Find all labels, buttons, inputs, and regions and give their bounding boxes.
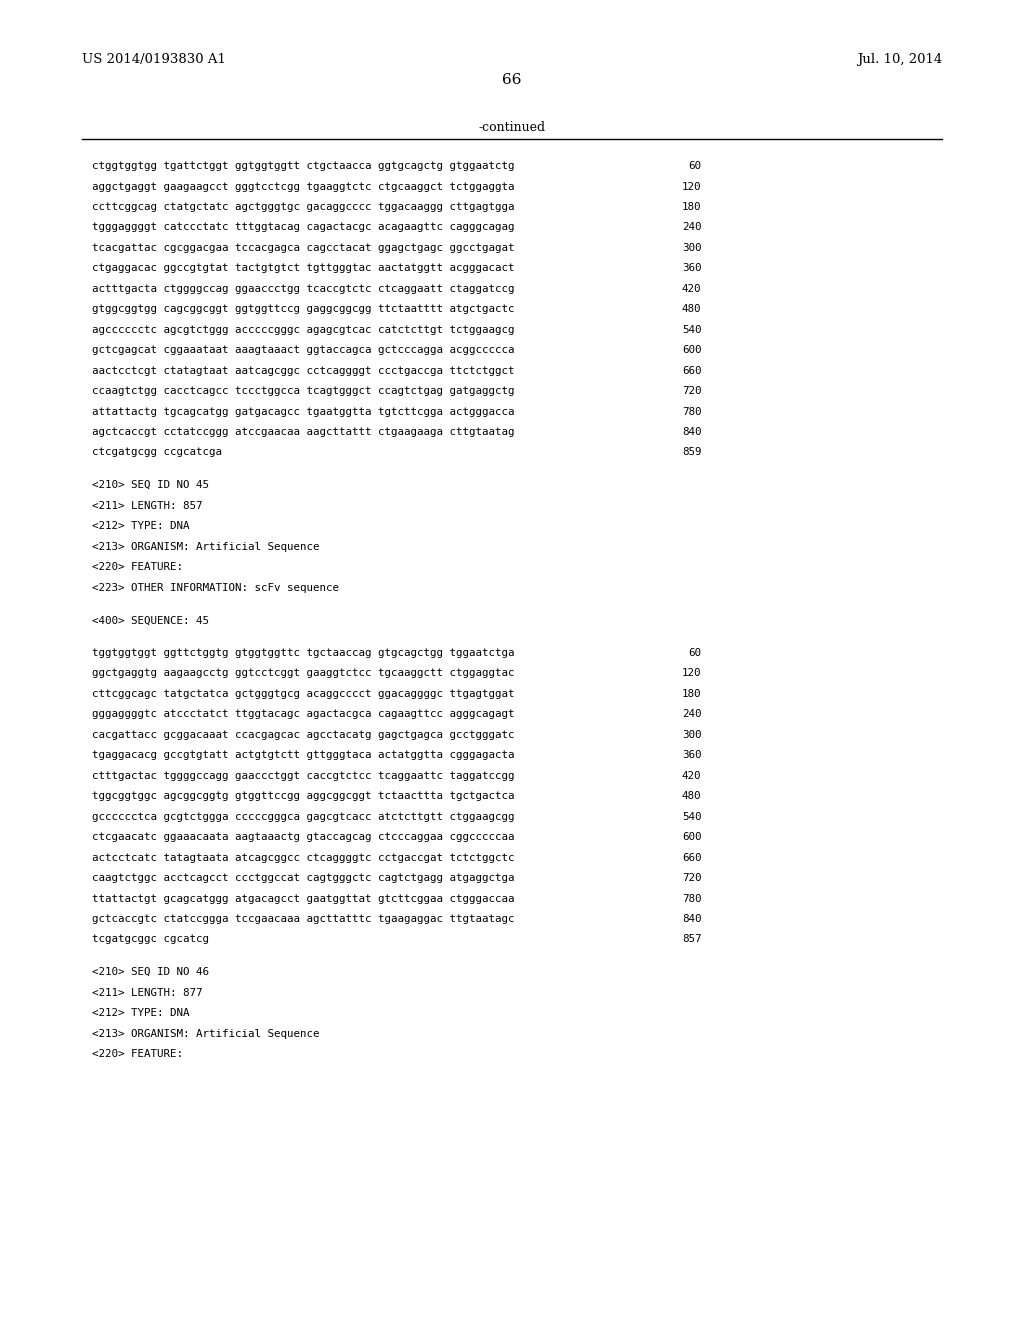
Text: 780: 780	[682, 894, 701, 903]
Text: <213> ORGANISM: Artificial Sequence: <213> ORGANISM: Artificial Sequence	[92, 1028, 319, 1039]
Text: gctcaccgtc ctatccggga tccgaacaaa agcttatttc tgaagaggac ttgtaatagc: gctcaccgtc ctatccggga tccgaacaaa agcttat…	[92, 913, 515, 924]
Text: 360: 360	[682, 263, 701, 273]
Text: <220> FEATURE:: <220> FEATURE:	[92, 562, 183, 572]
Text: <213> ORGANISM: Artificial Sequence: <213> ORGANISM: Artificial Sequence	[92, 541, 319, 552]
Text: ccttcggcag ctatgctatc agctgggtgc gacaggcccc tggacaaggg cttgagtgga: ccttcggcag ctatgctatc agctgggtgc gacaggc…	[92, 202, 515, 213]
Text: tggcggtggc agcggcggtg gtggttccgg aggcggcggt tctaacttta tgctgactca: tggcggtggc agcggcggtg gtggttccgg aggcggc…	[92, 791, 515, 801]
Text: 180: 180	[682, 202, 701, 213]
Text: tgggaggggt catccctatc tttggtacag cagactacgc acagaagttc cagggcagag: tgggaggggt catccctatc tttggtacag cagacta…	[92, 222, 515, 232]
Text: aggctgaggt gaagaagcct gggtcctcgg tgaaggtctc ctgcaaggct tctggaggta: aggctgaggt gaagaagcct gggtcctcgg tgaaggt…	[92, 181, 515, 191]
Text: ctcgaacatc ggaaacaata aagtaaactg gtaccagcag ctcccaggaa cggcccccaa: ctcgaacatc ggaaacaata aagtaaactg gtaccag…	[92, 832, 515, 842]
Text: 180: 180	[682, 689, 701, 698]
Text: <223> OTHER INFORMATION: scFv sequence: <223> OTHER INFORMATION: scFv sequence	[92, 582, 339, 593]
Text: actttgacta ctggggccag ggaaccctgg tcaccgtctc ctcaggaatt ctaggatccg: actttgacta ctggggccag ggaaccctgg tcaccgt…	[92, 284, 515, 294]
Text: <211> LENGTH: 857: <211> LENGTH: 857	[92, 500, 203, 511]
Text: gctcgagcat cggaaataat aaagtaaact ggtaccagca gctcccagga acggccccca: gctcgagcat cggaaataat aaagtaaact ggtacca…	[92, 345, 515, 355]
Text: 660: 660	[682, 366, 701, 376]
Text: 780: 780	[682, 407, 701, 417]
Text: tcgatgcggc cgcatcg: tcgatgcggc cgcatcg	[92, 935, 209, 944]
Text: 60: 60	[688, 161, 701, 172]
Text: 600: 600	[682, 832, 701, 842]
Text: ctggtggtgg tgattctggt ggtggtggtt ctgctaacca ggtgcagctg gtggaatctg: ctggtggtgg tgattctggt ggtggtggtt ctgctaa…	[92, 161, 515, 172]
Text: ctcgatgcgg ccgcatcga: ctcgatgcgg ccgcatcga	[92, 447, 222, 458]
Text: agcccccctc agcgtctggg acccccgggc agagcgtcac catctcttgt tctggaagcg: agcccccctc agcgtctggg acccccgggc agagcgt…	[92, 325, 515, 335]
Text: gtggcggtgg cagcggcggt ggtggttccg gaggcggcgg ttctaatttt atgctgactc: gtggcggtgg cagcggcggt ggtggttccg gaggcgg…	[92, 304, 515, 314]
Text: <212> TYPE: DNA: <212> TYPE: DNA	[92, 521, 189, 531]
Text: Jul. 10, 2014: Jul. 10, 2014	[857, 53, 942, 66]
Text: gggaggggtc atccctatct ttggtacagc agactacgca cagaagttcc agggcagagt: gggaggggtc atccctatct ttggtacagc agactac…	[92, 709, 515, 719]
Text: ctttgactac tggggccagg gaaccctggt caccgtctcc tcaggaattc taggatccgg: ctttgactac tggggccagg gaaccctggt caccgtc…	[92, 771, 515, 780]
Text: 840: 840	[682, 426, 701, 437]
Text: 300: 300	[682, 243, 701, 253]
Text: tggtggtggt ggttctggtg gtggtggttc tgctaaccag gtgcagctgg tggaatctga: tggtggtggt ggttctggtg gtggtggttc tgctaac…	[92, 648, 515, 657]
Text: attattactg tgcagcatgg gatgacagcc tgaatggtta tgtcttcgga actgggacca: attattactg tgcagcatgg gatgacagcc tgaatgg…	[92, 407, 515, 417]
Text: 66: 66	[502, 73, 522, 87]
Text: -continued: -continued	[478, 121, 546, 135]
Text: actcctcatc tatagtaata atcagcggcc ctcaggggtc cctgaccgat tctctggctc: actcctcatc tatagtaata atcagcggcc ctcaggg…	[92, 853, 515, 862]
Text: 480: 480	[682, 304, 701, 314]
Text: agctcaccgt cctatccggg atccgaacaa aagcttattt ctgaagaaga cttgtaatag: agctcaccgt cctatccggg atccgaacaa aagctta…	[92, 426, 515, 437]
Text: 300: 300	[682, 730, 701, 739]
Text: <210> SEQ ID NO 45: <210> SEQ ID NO 45	[92, 480, 209, 490]
Text: 840: 840	[682, 913, 701, 924]
Text: cacgattacc gcggacaaat ccacgagcac agcctacatg gagctgagca gcctgggatc: cacgattacc gcggacaaat ccacgagcac agcctac…	[92, 730, 515, 739]
Text: 720: 720	[682, 385, 701, 396]
Text: 480: 480	[682, 791, 701, 801]
Text: 660: 660	[682, 853, 701, 862]
Text: 60: 60	[688, 648, 701, 657]
Text: 857: 857	[682, 935, 701, 944]
Text: <210> SEQ ID NO 46: <210> SEQ ID NO 46	[92, 968, 209, 977]
Text: ccaagtctgg cacctcagcc tccctggcca tcagtgggct ccagtctgag gatgaggctg: ccaagtctgg cacctcagcc tccctggcca tcagtgg…	[92, 385, 515, 396]
Text: US 2014/0193830 A1: US 2014/0193830 A1	[82, 53, 226, 66]
Text: 720: 720	[682, 873, 701, 883]
Text: 540: 540	[682, 325, 701, 335]
Text: 360: 360	[682, 750, 701, 760]
Text: 240: 240	[682, 709, 701, 719]
Text: 420: 420	[682, 771, 701, 780]
Text: ctgaggacac ggccgtgtat tactgtgtct tgttgggtac aactatggtt acgggacact: ctgaggacac ggccgtgtat tactgtgtct tgttggg…	[92, 263, 515, 273]
Text: 420: 420	[682, 284, 701, 294]
Text: tgaggacacg gccgtgtatt actgtgtctt gttgggtaca actatggtta cgggagacta: tgaggacacg gccgtgtatt actgtgtctt gttgggt…	[92, 750, 515, 760]
Text: <400> SEQUENCE: 45: <400> SEQUENCE: 45	[92, 615, 209, 626]
Text: 120: 120	[682, 668, 701, 678]
Text: tcacgattac cgcggacgaa tccacgagca cagcctacat ggagctgagc ggcctgagat: tcacgattac cgcggacgaa tccacgagca cagccta…	[92, 243, 515, 253]
Text: 120: 120	[682, 181, 701, 191]
Text: gcccccctca gcgtctggga cccccgggca gagcgtcacc atctcttgtt ctggaagcgg: gcccccctca gcgtctggga cccccgggca gagcgtc…	[92, 812, 515, 821]
Text: 540: 540	[682, 812, 701, 821]
Text: cttcggcagc tatgctatca gctgggtgcg acaggcccct ggacaggggc ttgagtggat: cttcggcagc tatgctatca gctgggtgcg acaggcc…	[92, 689, 515, 698]
Text: <220> FEATURE:: <220> FEATURE:	[92, 1049, 183, 1059]
Text: <211> LENGTH: 877: <211> LENGTH: 877	[92, 987, 203, 998]
Text: 240: 240	[682, 222, 701, 232]
Text: 600: 600	[682, 345, 701, 355]
Text: <212> TYPE: DNA: <212> TYPE: DNA	[92, 1008, 189, 1018]
Text: 859: 859	[682, 447, 701, 458]
Text: ggctgaggtg aagaagcctg ggtcctcggt gaaggtctcc tgcaaggctt ctggaggtac: ggctgaggtg aagaagcctg ggtcctcggt gaaggtc…	[92, 668, 515, 678]
Text: aactcctcgt ctatagtaat aatcagcggc cctcaggggt ccctgaccga ttctctggct: aactcctcgt ctatagtaat aatcagcggc cctcagg…	[92, 366, 515, 376]
Text: caagtctggc acctcagcct ccctggccat cagtgggctc cagtctgagg atgaggctga: caagtctggc acctcagcct ccctggccat cagtggg…	[92, 873, 515, 883]
Text: ttattactgt gcagcatggg atgacagcct gaatggttat gtcttcggaa ctgggaccaa: ttattactgt gcagcatggg atgacagcct gaatggt…	[92, 894, 515, 903]
